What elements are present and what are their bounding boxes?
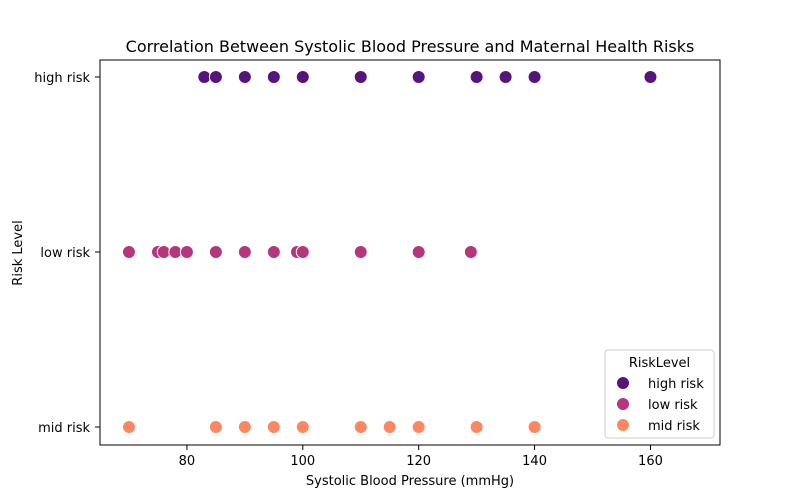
data-point: [121, 245, 136, 259]
data-point: [469, 420, 484, 434]
data-point: [353, 70, 368, 84]
y-tick-label: low risk: [40, 246, 90, 261]
data-point: [295, 420, 310, 434]
data-point: [643, 70, 658, 84]
data-point: [237, 420, 252, 434]
x-tick-label: 80: [179, 454, 196, 469]
x-tick-label: 140: [522, 454, 547, 469]
legend: RiskLevel high risk low risk mid risk: [604, 349, 715, 439]
legend-label: low risk: [648, 398, 698, 413]
data-point: [266, 420, 281, 434]
data-point: [469, 70, 484, 84]
data-point: [266, 70, 281, 84]
data-point: [463, 245, 478, 259]
data-point: [411, 420, 426, 434]
legend-label: high risk: [648, 377, 704, 392]
data-point: [179, 245, 194, 259]
y-tick-label: high risk: [34, 71, 90, 86]
data-point: [237, 245, 252, 259]
data-point: [208, 70, 223, 84]
data-point: [121, 420, 136, 434]
x-tick-label: 160: [638, 454, 663, 469]
data-point: [156, 245, 171, 259]
legend-marker: [616, 376, 630, 390]
data-point: [237, 70, 252, 84]
data-point: [411, 245, 426, 259]
data-point: [527, 70, 542, 84]
data-point: [527, 420, 542, 434]
data-point: [295, 70, 310, 84]
data-point: [168, 245, 183, 259]
legend-label: mid risk: [648, 419, 700, 434]
data-point: [266, 245, 281, 259]
y-axis-label: Risk Level: [11, 220, 26, 285]
scatter-points: [121, 70, 658, 434]
legend-box: [604, 349, 715, 439]
data-point: [295, 245, 310, 259]
x-axis-label: Systolic Blood Pressure (mmHg): [306, 474, 514, 489]
data-point: [411, 70, 426, 84]
legend-marker: [616, 397, 630, 411]
legend-title: RiskLevel: [629, 356, 690, 371]
y-tick-label: mid risk: [38, 421, 90, 436]
y-axis: high risk low risk mid risk: [34, 71, 100, 436]
data-point: [208, 420, 223, 434]
x-axis: 80 100 120 140 160: [179, 445, 663, 469]
data-point: [353, 245, 368, 259]
chart-title: Correlation Between Systolic Blood Press…: [126, 37, 695, 56]
data-point: [197, 70, 212, 84]
legend-marker: [616, 418, 630, 432]
data-point: [353, 420, 368, 434]
x-tick-label: 120: [406, 454, 431, 469]
data-point: [382, 420, 397, 434]
x-tick-label: 100: [290, 454, 315, 469]
data-point: [498, 70, 513, 84]
data-point: [208, 245, 223, 259]
